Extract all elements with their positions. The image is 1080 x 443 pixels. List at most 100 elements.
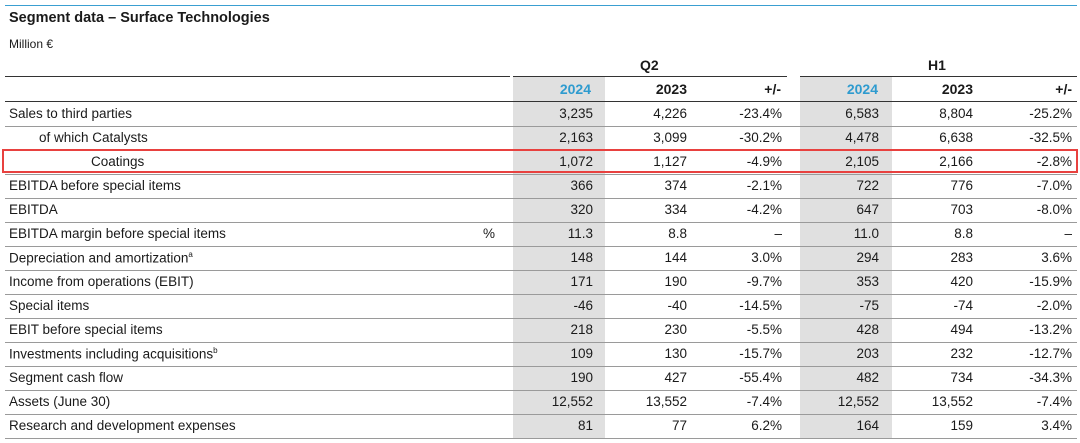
- col-header-q2-change: +/-: [764, 81, 781, 97]
- row-unit: %: [483, 226, 496, 241]
- footnote-marker: a: [188, 250, 193, 259]
- table-row: EBITDA margin before special items% 11.3 8…: [5, 222, 1077, 247]
- col-header-q2-2023: 2023: [655, 81, 687, 97]
- cell-h1-chg: -7.0%: [1036, 178, 1072, 193]
- cell-q2-2024: 171: [570, 274, 593, 289]
- group-rule-h1: [800, 76, 1077, 77]
- cell-q2-2023: 77: [671, 418, 687, 433]
- cell-h1-chg: -2.8%: [1036, 154, 1072, 169]
- col-header-h1-2024: 2024: [846, 81, 878, 97]
- table-row: Sales to third parties 3,235 4,226 -23.4% 6,…: [5, 102, 1077, 127]
- row-label: Special items: [9, 298, 89, 313]
- cell-h1-chg: -32.5%: [1029, 130, 1072, 145]
- top-rule: [5, 5, 1077, 6]
- cell-q2-chg: -15.7%: [739, 346, 782, 361]
- unit-label: Million €: [9, 37, 54, 51]
- cell-h1-2023: 8.8: [954, 226, 973, 241]
- cell-h1-2024: 2,105: [845, 154, 879, 169]
- cell-q2-2023: 4,226: [653, 106, 687, 121]
- row-label: Depreciation and amortizationa: [9, 250, 193, 266]
- row-label-text: of which Catalysts: [39, 130, 148, 145]
- row-label: Coatings: [91, 154, 144, 169]
- cell-h1-2024: 164: [856, 418, 879, 433]
- shade-h1-2024: [800, 77, 892, 438]
- footnote-marker: b: [213, 346, 218, 355]
- cell-h1-2023: -74: [953, 298, 973, 313]
- cell-h1-2024: 722: [856, 178, 879, 193]
- row-label-text: EBITDA margin before special items: [9, 226, 226, 241]
- cell-q2-2023: 427: [664, 370, 687, 385]
- cell-h1-2024: 647: [856, 202, 879, 217]
- cell-h1-2023: 283: [950, 250, 973, 265]
- cell-q2-2024: 81: [577, 418, 593, 433]
- table-row: Segment cash flow 190 427 -55.4% 482 734 -34.3…: [5, 366, 1077, 391]
- cell-h1-2023: 8,804: [939, 106, 973, 121]
- cell-q2-2024: 2,163: [559, 130, 593, 145]
- row-label-text: Depreciation and amortization: [9, 250, 189, 266]
- cell-q2-chg: -5.5%: [746, 322, 782, 337]
- cell-h1-chg: -34.3%: [1029, 370, 1072, 385]
- cell-q2-2023: 190: [664, 274, 687, 289]
- table-title: Segment data – Surface Technologies: [9, 10, 270, 26]
- row-label: EBIT before special items: [9, 322, 163, 337]
- table-row: Research and development expenses 81 77 6.2…: [5, 414, 1077, 439]
- cell-q2-2024: 148: [570, 250, 593, 265]
- cell-q2-chg: -55.4%: [739, 370, 782, 385]
- row-label-text: Segment cash flow: [9, 370, 124, 385]
- cell-h1-2024: 353: [856, 274, 879, 289]
- cell-q2-2024: 1,072: [559, 154, 593, 169]
- cell-h1-2024: 294: [856, 250, 879, 265]
- highlight-box: [2, 149, 1078, 173]
- cell-q2-chg: -9.7%: [746, 274, 782, 289]
- table-row: EBITDA 320 334 -4.2% 647 703 -8.0%: [5, 198, 1077, 223]
- cell-q2-chg: 6.2%: [751, 418, 782, 433]
- cell-q2-2024: 320: [570, 202, 593, 217]
- cell-q2-2023: 144: [664, 250, 687, 265]
- row-label: Income from operations (EBIT): [9, 274, 194, 289]
- cell-q2-2023: 3,099: [653, 130, 687, 145]
- cell-q2-2024: -46: [573, 298, 593, 313]
- table-row: Special items -46 -40 -14.5% -75 -74 -2.0%: [5, 294, 1077, 319]
- cell-q2-2024: 109: [570, 346, 593, 361]
- header-rule-left: [5, 76, 510, 77]
- table-row: Investments including acquisitionsb 109 13…: [5, 342, 1077, 367]
- cell-h1-chg: -2.0%: [1036, 298, 1072, 313]
- cell-h1-2023: 13,552: [931, 394, 973, 409]
- col-header-h1-change: +/-: [1055, 81, 1072, 97]
- cell-q2-2023: 230: [664, 322, 687, 337]
- shade-q2-2024: [513, 77, 605, 438]
- cell-q2-2024: 218: [570, 322, 593, 337]
- cell-h1-2023: 494: [950, 322, 973, 337]
- table-row: Depreciation and amortizationa 148 144 3.0%…: [5, 246, 1077, 271]
- cell-h1-2023: 232: [950, 346, 973, 361]
- row-label-text: EBIT before special items: [9, 322, 163, 337]
- cell-q2-2023: 130: [664, 346, 687, 361]
- cell-h1-2024: 11.0: [853, 226, 879, 241]
- cell-h1-2024: 6,583: [845, 106, 879, 121]
- cell-h1-2023: 776: [950, 178, 973, 193]
- cell-h1-chg: -7.4%: [1036, 394, 1072, 409]
- cell-q2-chg: -4.9%: [746, 154, 782, 169]
- row-label-text: Income from operations (EBIT): [9, 274, 194, 289]
- cell-h1-chg: -25.2%: [1029, 106, 1072, 121]
- cell-q2-2024: 3,235: [559, 106, 593, 121]
- cell-h1-2024: -75: [859, 298, 879, 313]
- col-header-h1-2023: 2023: [941, 81, 973, 97]
- row-label: of which Catalysts: [39, 130, 148, 145]
- group-header-q2: Q2: [640, 57, 659, 73]
- cell-q2-2023: 13,552: [645, 394, 687, 409]
- row-label-text: Assets (June 30): [9, 394, 111, 409]
- table-row: of which Catalysts 2,163 3,099 -30.2% 4,478 6…: [5, 126, 1077, 151]
- cell-h1-2023: 734: [950, 370, 973, 385]
- cell-h1-chg: -15.9%: [1029, 274, 1072, 289]
- row-label: Research and development expenses: [9, 418, 236, 433]
- row-label: Investments including acquisitionsb: [9, 346, 218, 362]
- cell-h1-chg: 3.6%: [1041, 250, 1072, 265]
- cell-q2-chg: -30.2%: [739, 130, 782, 145]
- cell-q2-2023: -40: [667, 298, 687, 313]
- column-header-rule: [5, 101, 1077, 102]
- row-label-text: Research and development expenses: [9, 418, 236, 433]
- cell-q2-chg: -14.5%: [739, 298, 782, 313]
- cell-q2-2023: 334: [664, 202, 687, 217]
- cell-q2-chg: -4.2%: [746, 202, 782, 217]
